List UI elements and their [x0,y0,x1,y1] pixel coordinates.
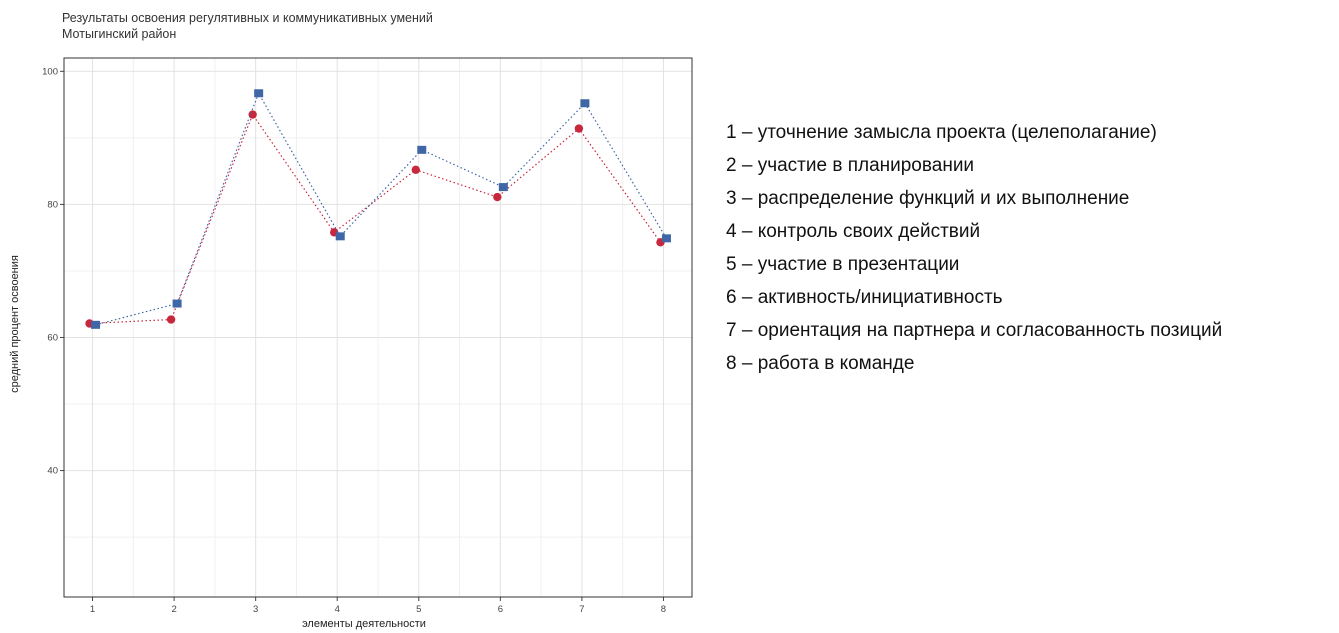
x-tick-label: 3 [253,604,258,615]
x-tick-label: 8 [661,604,666,615]
y-tick-label: 40 [47,466,58,477]
x-tick-label: 1 [90,604,95,615]
data-point-square [172,299,182,308]
y-tick-label: 60 [47,332,58,343]
x-tick-label: 2 [171,604,176,615]
data-point-circle [411,165,420,174]
legend-item: 3 – распределение функций и их выполнени… [726,188,1130,209]
y-axis-title: средний процент освоения [9,255,21,393]
chart-area: Результаты освоения регулятивных и комму… [9,11,693,630]
legend-item: 8 – работа в команде [726,353,915,374]
legend-item: 6 – активность/инициативность [726,287,1003,308]
series-line-circle [89,113,661,325]
data-point-square [580,99,590,108]
data-point-square [335,232,345,241]
chart-subtitle: Мотыгинский район [62,27,176,41]
plot-panel-border [63,57,693,598]
data-point-circle [248,110,257,119]
legend-item: 1 – уточнение замысла проекта (целеполаг… [726,122,1157,143]
data-point-square [498,183,508,192]
series-line-square [95,91,667,326]
x-tick-label: 6 [498,604,503,615]
category-legend: 1 – уточнение замысла проекта (целеполаг… [726,116,1222,380]
legend-item: 5 – участие в презентации [726,254,960,275]
x-tick-label: 5 [416,604,421,615]
data-point-circle [574,124,584,133]
scatter-chart: Результаты освоения регулятивных и комму… [9,11,693,630]
legend-item: 2 – участие в планировании [726,155,975,176]
legend-item: 7 – ориентация на партнера и согласованн… [726,320,1223,341]
x-axis-title: элементы деятельности [302,618,426,630]
data-point-circle [166,315,176,324]
y-tick-label: 100 [42,66,58,77]
data-point-square [661,234,671,243]
chart-title: Результаты освоения регулятивных и комму… [62,11,433,25]
x-tick-label: 4 [335,604,340,615]
data-point-square [91,320,101,329]
data-point-circle [493,192,502,202]
legend-item: 4 – контроль своих действий [726,221,981,242]
y-tick-label: 80 [47,199,58,210]
data-point-square [417,145,427,154]
data-point-square [254,89,264,98]
x-tick-label: 7 [579,604,584,615]
